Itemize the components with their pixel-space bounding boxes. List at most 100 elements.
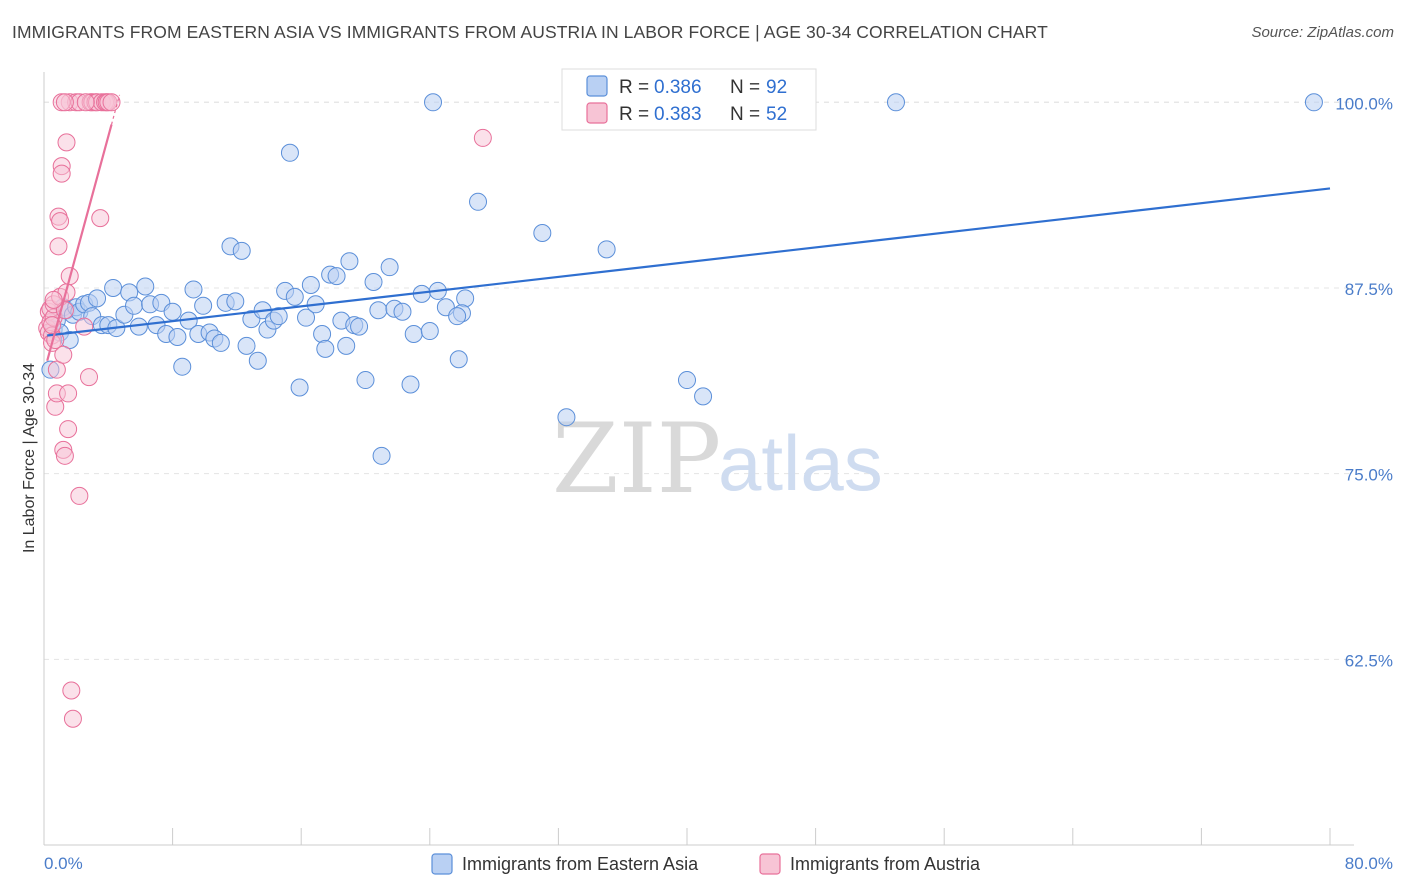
correlation-legend: R = 0.386 N = 92 R = 0.383 N = 52 — [561, 68, 817, 131]
y-tick-label: 75.0% — [1345, 466, 1393, 485]
data-point-austria — [51, 212, 70, 231]
data-point-austria — [55, 446, 74, 465]
data-point-eastern-asia — [290, 378, 309, 397]
data-point-eastern-asia — [557, 408, 576, 427]
legend-label-austria: Immigrants from Austria — [790, 854, 981, 874]
legend-n-value-pink: 52 — [766, 104, 787, 125]
legend-r-value-pink: 0.383 — [654, 104, 702, 125]
data-point-eastern-asia — [285, 287, 304, 306]
data-point-eastern-asia — [469, 192, 488, 211]
data-point-eastern-asia — [168, 327, 187, 346]
data-point-austria — [102, 93, 121, 112]
data-point-eastern-asia — [269, 307, 288, 326]
data-point-eastern-asia — [448, 307, 467, 326]
data-point-eastern-asia — [313, 325, 332, 344]
watermark-atlas: atlas — [718, 419, 883, 507]
y-tick-labels: 62.5% 75.0% 87.5% 100.0% — [1335, 94, 1393, 670]
data-point-eastern-asia — [211, 333, 230, 352]
legend-swatch-pink — [586, 102, 608, 124]
data-point-eastern-asia — [163, 302, 182, 321]
data-point-eastern-asia — [694, 387, 713, 406]
legend-n-value-blue: 92 — [766, 77, 787, 98]
y-tick-label: 100.0% — [1335, 94, 1393, 113]
x-tick-label-min: 0.0% — [44, 854, 83, 873]
data-point-eastern-asia — [104, 278, 123, 297]
data-point-eastern-asia — [327, 267, 346, 286]
data-point-eastern-asia — [173, 357, 192, 376]
trend-line-austria-extension — [110, 94, 121, 125]
data-point-eastern-asia — [678, 371, 696, 390]
series-austria — [38, 93, 492, 728]
data-point-eastern-asia — [297, 308, 316, 327]
y-axis-label: In Labor Force | Age 30-34 — [21, 363, 38, 553]
x-tick-marks — [43, 828, 1331, 845]
series-legend: Immigrants from Eastern Asia Immigrants … — [431, 853, 981, 875]
data-point-eastern-asia — [136, 277, 155, 296]
data-point-austria — [44, 290, 63, 309]
data-point-eastern-asia — [533, 224, 552, 242]
legend-label-eastern-asia: Immigrants from Eastern Asia — [462, 854, 699, 874]
data-point-austria — [52, 164, 71, 183]
legend-n-label-pink: N = — [730, 104, 760, 125]
data-point-eastern-asia — [194, 296, 213, 315]
legend-r-label-blue: R = — [619, 77, 649, 98]
data-point-austria — [91, 209, 110, 228]
legend-r-label-pink: R = — [619, 104, 649, 125]
data-point-eastern-asia — [449, 350, 468, 369]
data-point-austria — [59, 420, 78, 439]
legend-swatch-blue — [586, 75, 608, 97]
data-point-austria — [55, 93, 74, 112]
legend-swatch-eastern-asia — [431, 853, 453, 875]
data-point-eastern-asia — [184, 280, 203, 299]
watermark: ZIP atlas — [552, 403, 883, 515]
data-point-austria — [63, 709, 82, 728]
legend-swatch-austria — [759, 853, 781, 875]
data-point-eastern-asia — [404, 325, 423, 344]
trend-line-eastern-asia — [47, 187, 1331, 337]
data-point-eastern-asia — [88, 289, 107, 308]
data-point-austria — [70, 486, 89, 505]
data-point-austria — [473, 128, 492, 147]
data-point-eastern-asia — [393, 302, 412, 321]
data-point-eastern-asia — [380, 258, 399, 277]
data-point-eastern-asia — [364, 273, 383, 292]
data-point-eastern-asia — [248, 351, 267, 370]
data-point-austria — [62, 681, 81, 700]
data-point-eastern-asia — [420, 322, 439, 341]
y-tick-label: 87.5% — [1345, 280, 1393, 299]
data-point-eastern-asia — [226, 292, 245, 311]
data-point-eastern-asia — [125, 296, 144, 315]
data-point-eastern-asia — [369, 301, 388, 320]
trend-lines — [46, 94, 1331, 362]
data-point-austria — [54, 345, 73, 364]
data-point-eastern-asia — [232, 241, 251, 260]
data-point-eastern-asia — [237, 336, 256, 355]
axes — [43, 72, 1354, 846]
watermark-zip: ZIP — [552, 403, 721, 515]
data-point-eastern-asia — [1304, 93, 1323, 112]
data-point-eastern-asia — [401, 375, 420, 394]
data-point-eastern-asia — [886, 93, 905, 112]
trend-line-austria — [46, 124, 113, 362]
data-point-eastern-asia — [301, 275, 320, 294]
data-point-austria — [49, 237, 68, 256]
legend-r-value-blue: 0.386 — [654, 77, 702, 98]
data-point-eastern-asia — [372, 446, 391, 465]
x-tick-label-max: 80.0% — [1345, 854, 1393, 873]
data-point-austria — [80, 368, 99, 387]
data-point-eastern-asia — [424, 93, 443, 112]
data-point-austria — [57, 133, 76, 152]
data-point-eastern-asia — [337, 336, 356, 355]
data-point-eastern-asia — [340, 252, 359, 271]
data-point-eastern-asia — [316, 339, 335, 358]
data-point-austria — [76, 93, 95, 112]
chart-title: IMMIGRANTS FROM EASTERN ASIA VS IMMIGRAN… — [12, 22, 1048, 42]
source-label: Source: ZipAtlas.com — [1251, 24, 1394, 41]
legend-n-label-blue: N = — [730, 77, 760, 98]
data-point-austria — [47, 360, 66, 379]
data-point-eastern-asia — [350, 317, 369, 336]
data-point-eastern-asia — [356, 371, 375, 390]
data-point-eastern-asia — [597, 240, 616, 259]
y-tick-label: 62.5% — [1345, 651, 1393, 670]
